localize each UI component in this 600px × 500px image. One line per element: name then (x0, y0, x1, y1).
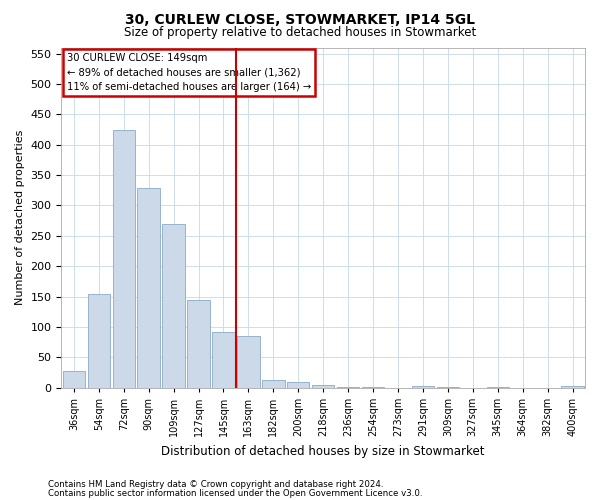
Text: 30, CURLEW CLOSE, STOWMARKET, IP14 5GL: 30, CURLEW CLOSE, STOWMARKET, IP14 5GL (125, 12, 475, 26)
Bar (237, 336, 260, 388)
Text: Size of property relative to detached houses in Stowmarket: Size of property relative to detached ho… (124, 26, 476, 39)
Text: Contains public sector information licensed under the Open Government Licence v3: Contains public sector information licen… (48, 488, 422, 498)
Bar (287, 382, 310, 388)
Bar (487, 387, 509, 388)
Y-axis label: Number of detached properties: Number of detached properties (15, 130, 25, 306)
X-axis label: Distribution of detached houses by size in Stowmarket: Distribution of detached houses by size … (161, 444, 485, 458)
Bar (312, 384, 334, 388)
Bar (62, 372, 85, 388)
Bar (113, 130, 135, 388)
Bar (437, 387, 459, 388)
Bar (187, 300, 210, 388)
Bar (412, 386, 434, 388)
Bar (212, 332, 235, 388)
Bar (337, 386, 359, 388)
Bar (88, 294, 110, 388)
Bar (262, 380, 284, 388)
Bar (562, 386, 584, 388)
Text: Contains HM Land Registry data © Crown copyright and database right 2024.: Contains HM Land Registry data © Crown c… (48, 480, 383, 489)
Text: 30 CURLEW CLOSE: 149sqm
← 89% of detached houses are smaller (1,362)
11% of semi: 30 CURLEW CLOSE: 149sqm ← 89% of detache… (67, 52, 311, 92)
Bar (163, 224, 185, 388)
Bar (137, 188, 160, 388)
Bar (362, 387, 384, 388)
